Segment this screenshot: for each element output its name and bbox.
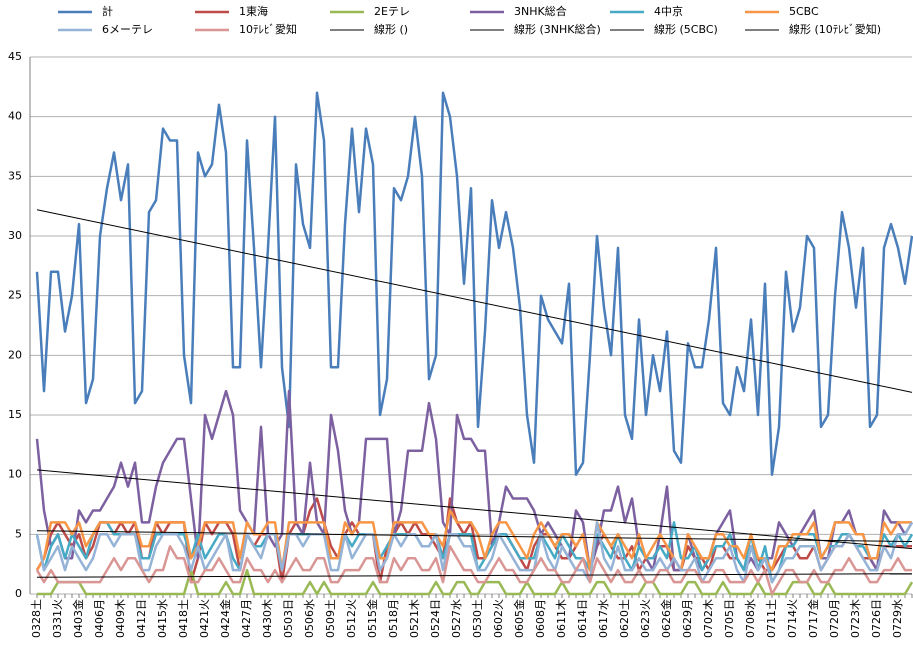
- y-tick-label: 40: [8, 110, 22, 123]
- legend-label: 線形 (3NHK総合): [514, 22, 601, 36]
- x-tick-label: 0412日: [135, 599, 148, 638]
- trend-line: [36, 530, 913, 542]
- legend-label: 10ﾃﾚﾋﾞ愛知: [239, 22, 297, 36]
- x-tick-label: 0702木: [702, 599, 715, 638]
- legend-label: 線形 (): [374, 22, 408, 36]
- x-tick-label: 0406月: [93, 599, 106, 638]
- legend-label: 4中京: [654, 4, 683, 18]
- x-tick-label: 0629月: [681, 599, 694, 638]
- legend-label: 線形 (5CBC): [654, 22, 718, 36]
- x-tick-label: 0720月: [828, 599, 841, 638]
- y-tick-label: 20: [8, 348, 22, 361]
- y-tick-label: 5: [15, 527, 22, 540]
- x-tick-label: 0521木: [408, 599, 421, 638]
- x-tick-label: 0512火: [345, 599, 358, 638]
- y-tick-label: 15: [8, 408, 22, 421]
- x-tick-label: 0723木: [849, 599, 862, 638]
- x-tick-label: 0331火: [51, 599, 64, 638]
- x-tick-label: 0503日: [282, 599, 295, 638]
- trend-line: [36, 469, 913, 550]
- series-line: [35, 91, 913, 476]
- x-tick-label: 0515金: [365, 599, 379, 638]
- x-tick-label: 0708水: [744, 599, 757, 638]
- x-tick-label: 0430木: [261, 599, 274, 638]
- legend-label: 2Eテレ: [374, 5, 410, 18]
- x-tick-label: 0403金: [71, 599, 85, 638]
- x-tick-label: 0427月: [240, 599, 253, 638]
- x-tick-label: 0424金: [218, 599, 232, 638]
- x-tick-label: 0614日: [576, 599, 589, 638]
- series-line: [35, 521, 913, 584]
- x-tick-label: 0726日: [870, 599, 883, 638]
- x-tick-label: 0509土: [324, 599, 337, 638]
- y-tick-label: 0: [15, 587, 22, 600]
- legend-label: 1東海: [239, 4, 268, 18]
- x-tick-label: 0705日: [723, 599, 736, 638]
- x-tick-label: 0602火: [492, 599, 505, 638]
- legend-label: 3NHK総合: [514, 4, 567, 18]
- series-line: [37, 568, 913, 596]
- legend-label: 5CBC: [789, 5, 819, 18]
- x-tick-label: 0418土: [177, 599, 190, 638]
- y-tick-label: 10: [8, 468, 22, 481]
- x-tick-label: 0506水: [303, 599, 316, 638]
- x-tick-label: 0409木: [114, 599, 127, 638]
- x-tick-label: 0611木: [555, 599, 568, 638]
- trend-line: [36, 209, 913, 393]
- legend-label: 計: [102, 4, 113, 18]
- y-tick-label: 30: [8, 229, 22, 242]
- x-tick-label: 0623火: [639, 599, 652, 638]
- x-tick-label: 0608月: [534, 599, 547, 638]
- x-tick-label: 0620土: [618, 599, 631, 638]
- x-tick-label: 0524日: [429, 599, 442, 638]
- trend-line: [36, 573, 913, 578]
- y-tick-label: 45: [8, 50, 22, 63]
- x-tick-label: 0605金: [512, 599, 526, 638]
- x-tick-label: 0714火: [786, 599, 799, 638]
- y-tick-label: 35: [8, 169, 22, 182]
- y-tick-label: 25: [8, 289, 22, 302]
- x-tick-label: 0729水: [891, 599, 904, 638]
- legend-label: 6メーテレ: [102, 23, 153, 36]
- x-tick-label: 0421火: [198, 599, 211, 638]
- x-tick-label: 0518月: [387, 599, 400, 638]
- x-tick-label: 0617水: [597, 599, 610, 638]
- x-tick-label: 0527水: [450, 599, 463, 638]
- legend-label: 線形 (10ﾃﾚﾋﾞ愛知): [789, 22, 881, 36]
- x-tick-label: 0530土: [471, 599, 484, 638]
- x-tick-label: 0717金: [806, 599, 820, 638]
- x-tick-label: 0328土: [30, 599, 43, 638]
- x-tick-label: 0415水: [156, 599, 169, 638]
- series-line: [35, 521, 913, 584]
- x-tick-label: 0626金: [659, 599, 673, 638]
- x-tick-label: 0711土: [765, 599, 778, 638]
